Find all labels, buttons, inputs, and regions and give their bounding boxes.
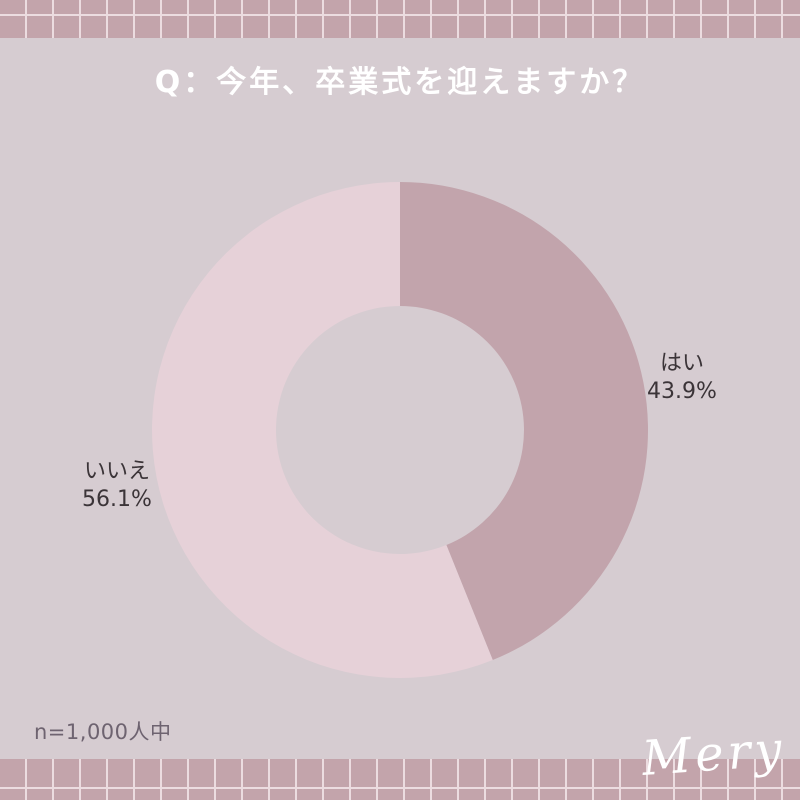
decorative-grid-border-top <box>0 0 800 38</box>
decorative-grid-border-bottom <box>0 759 800 800</box>
slice-label-yes-name: はい <box>659 351 704 376</box>
mery-logo: Mery <box>640 721 788 787</box>
slice-label-yes: はい 43.9% <box>617 350 747 406</box>
slice-label-no-name: いいえ <box>83 459 150 484</box>
sample-size-note: n=1,000人中 <box>34 720 172 744</box>
slice-label-yes-value: 43.9% <box>647 379 717 404</box>
donut-slice-yes <box>400 182 649 661</box>
donut-chart-svg <box>152 182 649 678</box>
slice-label-no: いいえ 56.1% <box>52 458 182 514</box>
question-title: Q：今年、卒業式を迎えますか？ <box>154 65 646 100</box>
slice-label-no-value: 56.1% <box>82 487 152 512</box>
donut-slice-no <box>152 182 493 678</box>
